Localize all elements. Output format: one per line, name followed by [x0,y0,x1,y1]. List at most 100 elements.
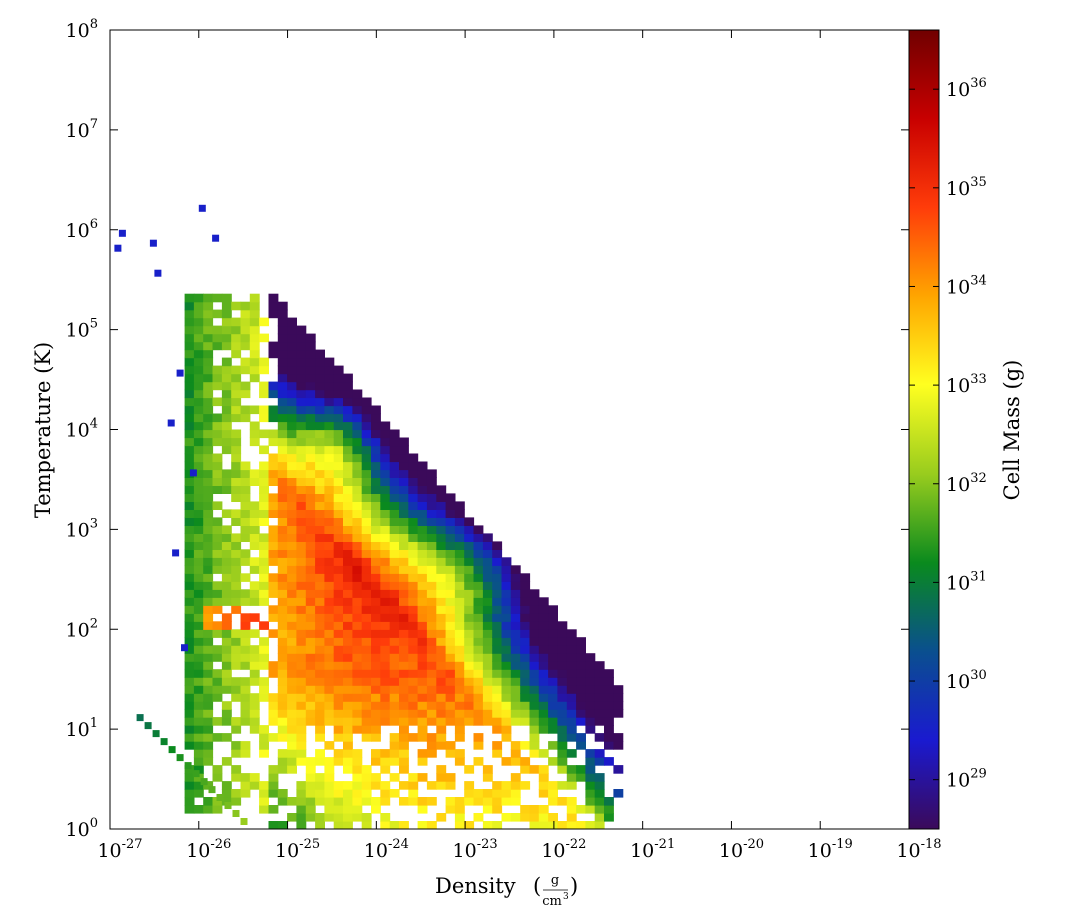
heatmap-cell [510,573,521,582]
heatmap-cell [315,389,325,399]
heatmap-cell [249,365,260,375]
heatmap-cell [548,629,558,638]
heatmap-cell [184,493,195,502]
heatmap-cell [464,557,475,566]
heatmap-cell [482,685,493,694]
heatmap-cell [268,581,279,590]
heatmap-cell [240,525,251,534]
heatmap-cell [315,573,325,582]
heatmap-cell [510,797,521,806]
heatmap-cell [184,805,195,814]
heatmap-cell [333,797,344,806]
heatmap-cell [585,717,596,726]
heatmap-cell [492,741,503,750]
heatmap-cell [287,677,297,686]
heatmap-cell [399,541,409,550]
heatmap-cell [501,797,512,806]
heatmap-cell [548,741,558,750]
heatmap-cell [501,813,512,822]
heatmap-cell [221,709,232,718]
heatmap-cell [436,661,447,670]
heatmap-cell [520,573,531,582]
heatmap-cell [305,541,316,550]
heatmap-cell [184,685,195,694]
heatmap-cell [203,621,214,630]
heatmap-cell [184,629,195,638]
heatmap-cell [212,309,223,319]
heatmap-cell [426,557,437,566]
heatmap-cell [203,685,214,694]
heatmap-cell [184,501,195,510]
heatmap-cell [221,573,232,582]
heatmap-cell [287,573,297,582]
heatmap-cell [343,797,353,806]
heatmap-cell [343,397,353,407]
heatmap-cell [482,629,493,638]
heatmap-cell [240,685,251,694]
heatmap-cell [380,421,391,431]
heatmap-cell [221,733,232,742]
heatmap-cell [343,813,353,822]
heatmap-cell [343,685,353,694]
heatmap-cell [240,333,251,343]
heatmap-cell [389,597,400,606]
heatmap-cell [380,557,391,566]
heatmap-cell [315,445,325,455]
heatmap-cell [231,477,242,486]
heatmap-cell [184,621,195,630]
heatmap-cell [389,733,400,742]
heatmap-cell [259,573,269,582]
heatmap-cell [613,685,624,694]
heatmap-cell [324,797,335,806]
heatmap-cell [315,405,325,415]
heatmap-cell [585,685,596,694]
heatmap-cell [380,517,391,526]
heatmap-cell [548,781,558,790]
heatmap-cell [287,605,297,614]
heatmap-cell [454,653,465,662]
heatmap-cell [277,429,288,439]
heatmap-cell [445,541,456,550]
heatmap-cell [221,757,232,766]
heatmap-cell [361,437,372,447]
heatmap-cell [389,549,400,558]
heatmap-cell [296,565,307,574]
heatmap-cell [315,373,325,383]
heatmap-cell [510,637,521,646]
heatmap-cell [203,669,214,678]
x-tick-label: 10-26 [186,837,231,862]
heatmap-cell [305,445,316,455]
heatmap-cell [176,369,184,377]
heatmap-cell [417,661,428,670]
heatmap-cell [221,789,232,798]
heatmap-cell [305,605,316,614]
heatmap-cell [221,589,232,598]
heatmap-cell [240,629,251,638]
heatmap-cell [259,517,269,526]
heatmap-cell [212,429,223,439]
heatmap-cell [352,389,363,399]
heatmap-cell [240,597,251,606]
heatmap-cell [324,813,335,822]
heatmap-cell [445,781,456,790]
y-tick-label: 104 [66,417,98,442]
heatmap-cell [343,749,353,758]
heatmap-cell [231,485,242,494]
heatmap-cell [361,661,372,670]
heatmap-cell [417,589,428,598]
heatmap-cell [315,453,325,463]
heatmap-cell [184,477,195,486]
heatmap-cell [249,293,260,303]
heatmap-cell [305,389,316,399]
heatmap-cell [464,605,475,614]
heatmap-cell [426,605,437,614]
heatmap-cell [594,717,605,726]
heatmap-cell [287,461,297,471]
heatmap-cell [212,293,223,303]
heatmap-cell [231,741,242,750]
heatmap-cell [193,621,204,630]
heatmap-cell [520,605,531,614]
heatmap-cell [203,477,214,486]
heatmap-cell [454,821,465,829]
heatmap-cell [445,741,456,750]
